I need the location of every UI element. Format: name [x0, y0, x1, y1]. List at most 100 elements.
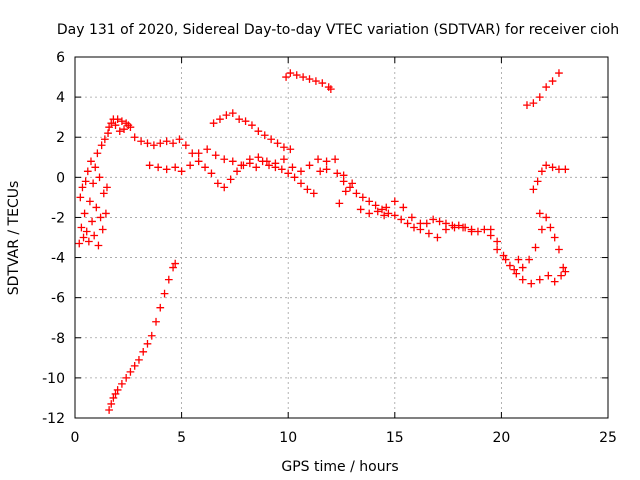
- data-point: [365, 197, 374, 206]
- data-point: [297, 179, 305, 188]
- data-point: [390, 211, 399, 220]
- data-point: [292, 71, 301, 79]
- data-point: [81, 177, 90, 186]
- series-afternoon-descent: [333, 169, 495, 240]
- x-axis-label: GPS time / hours: [281, 459, 398, 475]
- data-point: [139, 347, 148, 356]
- data-point: [77, 223, 86, 232]
- data-point: [282, 73, 290, 81]
- data-point: [96, 213, 105, 222]
- data-point: [305, 161, 314, 170]
- data-point: [435, 217, 444, 226]
- data-point: [397, 215, 406, 224]
- data-point: [228, 157, 237, 166]
- data-point: [203, 145, 212, 154]
- data-point: [263, 157, 271, 166]
- data-point: [499, 251, 508, 260]
- data-point: [544, 271, 553, 280]
- data-point: [226, 175, 235, 184]
- data-point: [348, 179, 357, 188]
- data-point: [130, 133, 139, 142]
- y-tick-label: 0: [56, 170, 65, 186]
- data-point: [109, 394, 118, 402]
- data-point: [164, 275, 173, 284]
- x-tick-label: 15: [386, 430, 404, 446]
- data-point: [111, 390, 120, 398]
- y-tick-label: 6: [56, 50, 65, 66]
- data-point: [254, 153, 263, 162]
- series-scattered: [335, 179, 544, 264]
- data-point: [352, 189, 361, 198]
- data-point: [233, 167, 241, 176]
- data-point: [408, 213, 416, 222]
- y-tick-label: -4: [51, 251, 65, 267]
- data-point: [79, 233, 88, 242]
- data-point: [341, 187, 350, 196]
- data-point: [288, 163, 297, 172]
- data-point: [303, 185, 312, 194]
- data-point: [103, 183, 111, 192]
- data-point: [535, 93, 544, 101]
- data-point: [339, 171, 348, 180]
- data-point: [384, 209, 393, 218]
- data-point: [220, 183, 229, 192]
- data-point: [91, 163, 100, 172]
- y-tick-label: -12: [42, 411, 65, 427]
- data-point: [493, 245, 501, 254]
- data-point: [80, 209, 89, 218]
- data-point: [100, 135, 109, 144]
- data-point: [162, 137, 171, 146]
- data-point: [523, 101, 531, 109]
- data-point: [122, 374, 131, 382]
- data-point: [95, 173, 104, 182]
- data-point: [143, 139, 152, 148]
- data-point: [454, 221, 463, 230]
- data-point: [533, 177, 542, 186]
- data-point: [156, 139, 165, 148]
- data-point: [542, 213, 551, 222]
- data-point: [390, 197, 399, 206]
- data-point: [474, 227, 482, 236]
- data-point: [99, 189, 108, 198]
- data-point: [538, 167, 546, 176]
- data-point: [333, 169, 342, 178]
- data-point: [228, 109, 237, 118]
- data-point: [194, 149, 203, 158]
- data-point: [416, 225, 425, 234]
- data-point: [429, 215, 438, 224]
- data-point: [559, 263, 568, 272]
- data-point: [480, 225, 489, 234]
- data-point: [382, 203, 391, 212]
- data-point: [548, 163, 557, 172]
- series-rising-arc: [105, 259, 180, 414]
- data-point: [137, 137, 145, 146]
- data-point: [514, 255, 523, 264]
- data-point: [290, 173, 299, 182]
- series-midday-high: [282, 69, 335, 93]
- data-point: [175, 135, 184, 144]
- y-tick-label: -2: [51, 210, 65, 226]
- data-point: [535, 209, 544, 218]
- data-point: [209, 119, 218, 128]
- grid-layer: [75, 57, 608, 418]
- data-point: [76, 193, 85, 202]
- data-point: [171, 163, 180, 172]
- data-point: [89, 179, 97, 188]
- data-point: [87, 157, 95, 166]
- data-point: [493, 237, 501, 246]
- data-point: [135, 355, 143, 364]
- data-point: [450, 223, 459, 232]
- data-point: [169, 263, 177, 272]
- data-point: [260, 131, 269, 140]
- data-point: [88, 217, 96, 226]
- data-point: [358, 193, 367, 202]
- data-point: [312, 77, 320, 85]
- data-point: [403, 219, 412, 228]
- data-point: [188, 149, 197, 158]
- series-early-cluster: [75, 115, 135, 250]
- y-tick-label: -10: [42, 371, 65, 387]
- data-point: [277, 165, 286, 174]
- data-point: [154, 163, 162, 172]
- data-point: [85, 237, 93, 246]
- series-morning-arc: [209, 109, 295, 154]
